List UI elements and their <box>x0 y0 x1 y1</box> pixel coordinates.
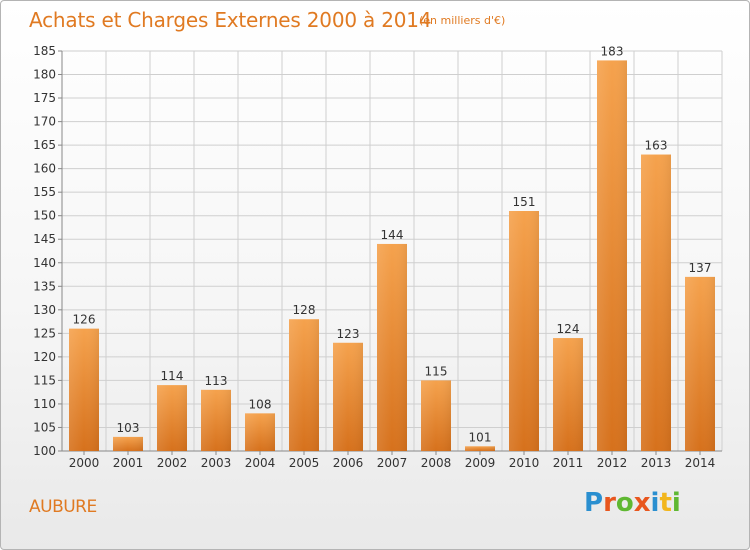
logo-letter: o <box>615 488 634 518</box>
bar-shine <box>245 413 275 451</box>
bar-value-label: 103 <box>117 421 140 435</box>
logo-letter: P <box>584 488 604 518</box>
bar-shine <box>553 338 583 451</box>
x-tick-label: 2013 <box>641 456 672 470</box>
logo-letter: i <box>650 488 660 518</box>
bar-shine <box>509 211 539 451</box>
bar-value-label: 113 <box>205 374 228 388</box>
x-tick-label: 2000 <box>69 456 100 470</box>
y-tick-label: 185 <box>33 44 56 58</box>
y-tick-label: 135 <box>33 279 56 293</box>
chart-subtitle: (en milliers d'€) <box>419 14 506 27</box>
x-tick-label: 2005 <box>289 456 320 470</box>
bar-shine <box>685 276 715 451</box>
x-tick-label: 2003 <box>201 456 232 470</box>
x-tick-label: 2009 <box>465 456 496 470</box>
y-tick-label: 145 <box>33 232 56 246</box>
x-tick-label: 2001 <box>113 456 144 470</box>
x-tick-label: 2002 <box>157 456 188 470</box>
logo-letter: i <box>671 488 681 518</box>
bar-value-label: 126 <box>73 313 96 327</box>
y-tick-label: 110 <box>33 397 56 411</box>
x-tick-label: 2011 <box>553 456 584 470</box>
proxiti-logo: Proxiti <box>584 488 681 518</box>
bar-value-label: 124 <box>557 322 580 336</box>
y-tick-labels: 100 105 110 115 120 125 130 135 140 145 150 155 160 1… <box>33 44 56 458</box>
bar-value-labels: 126 103 114 113 108 128 123 144 115 101 151 124 183 1… <box>73 44 712 444</box>
y-tick-label: 120 <box>33 350 56 364</box>
bar-value-label: 101 <box>469 430 492 444</box>
y-tick-label: 115 <box>33 373 56 387</box>
x-tick-labels: 2000 2001 2002 2003 2004 2005 2006 2007 2008 2009… <box>69 456 716 470</box>
x-tick-label: 2012 <box>597 456 628 470</box>
bar-value-label: 114 <box>161 369 184 383</box>
bar-shine <box>69 328 99 451</box>
x-tick-label: 2006 <box>333 456 364 470</box>
y-tick-label: 170 <box>33 115 56 129</box>
bar-shine <box>377 243 407 451</box>
bar-value-label: 151 <box>513 195 536 209</box>
y-tick-label: 155 <box>33 185 56 199</box>
y-tick-label: 150 <box>33 209 56 223</box>
bar-value-label: 183 <box>601 44 624 58</box>
bar-shine <box>465 446 495 451</box>
bar-shine <box>201 389 231 451</box>
bar-value-label: 137 <box>689 261 712 275</box>
bar-value-label: 108 <box>249 397 272 411</box>
y-tick-label: 125 <box>33 326 56 340</box>
bar-shine <box>597 60 627 451</box>
logo-letter: r <box>603 488 616 518</box>
y-tick-label: 105 <box>33 420 56 434</box>
y-tick-label: 160 <box>33 162 56 176</box>
y-tick-label: 140 <box>33 256 56 270</box>
bar-value-label: 123 <box>337 327 360 341</box>
y-tick-label: 100 <box>33 444 56 458</box>
y-tick-label: 165 <box>33 138 56 152</box>
x-tick-label: 2010 <box>509 456 540 470</box>
bar-shine <box>289 319 319 451</box>
bar-value-label: 115 <box>425 364 448 378</box>
bar-shine <box>421 380 451 451</box>
bar-shine <box>113 436 143 451</box>
x-tick-label: 2007 <box>377 456 408 470</box>
y-tick-label: 130 <box>33 303 56 317</box>
y-tick-label: 180 <box>33 68 56 82</box>
chart-title: Achats et Charges Externes 2000 à 2014 <box>29 8 432 32</box>
bar-value-label: 163 <box>645 139 668 153</box>
bar-shine <box>641 154 671 451</box>
logo-letter: x <box>633 488 651 518</box>
bar-value-label: 128 <box>293 303 316 317</box>
bar-shine <box>333 342 363 451</box>
y-tick-label: 175 <box>33 91 56 105</box>
logo-letter: t <box>659 488 672 518</box>
commune-name: AUBURE <box>29 497 97 517</box>
bars <box>69 60 715 451</box>
bar-value-label: 144 <box>381 228 404 242</box>
x-tick-label: 2008 <box>421 456 452 470</box>
x-tick-label: 2004 <box>245 456 276 470</box>
x-tick-label: 2014 <box>685 456 716 470</box>
bar-shine <box>157 385 187 451</box>
